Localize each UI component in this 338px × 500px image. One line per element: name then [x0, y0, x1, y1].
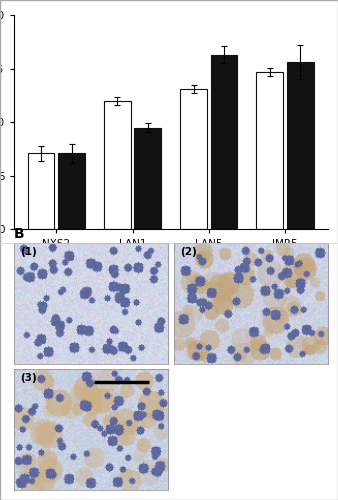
- Bar: [211, 54, 237, 230]
- Text: (2): (2): [180, 247, 197, 257]
- Text: B: B: [14, 227, 24, 241]
- Bar: [104, 101, 131, 230]
- Bar: [58, 154, 85, 230]
- Bar: [135, 128, 161, 230]
- Text: (1): (1): [20, 247, 37, 257]
- Bar: [257, 72, 283, 230]
- Bar: [28, 154, 54, 230]
- Text: (3): (3): [20, 372, 37, 382]
- Bar: [180, 89, 207, 230]
- Bar: [287, 62, 314, 230]
